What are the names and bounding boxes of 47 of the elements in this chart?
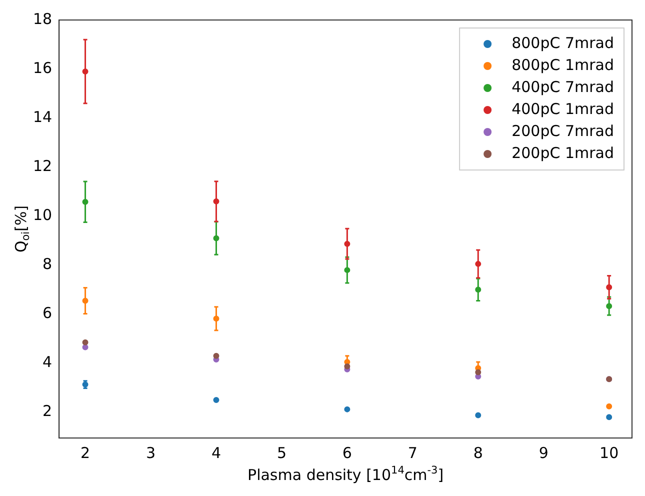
point (213, 397, 220, 403)
point (82, 339, 88, 346)
y-tick-label: 2 (42, 402, 52, 420)
y-tick-label: 18 (32, 10, 52, 28)
y-tick-label: 6 (42, 304, 52, 322)
point (344, 406, 350, 412)
x-tick-label: 9 (538, 444, 548, 462)
point (606, 303, 612, 310)
point (213, 316, 220, 322)
y-axis-title: Qoi[%] (12, 205, 32, 253)
point (82, 298, 88, 304)
point (213, 352, 220, 359)
y-tick-label: 12 (32, 156, 52, 175)
x-tick-label: 3 (146, 444, 156, 462)
point (606, 414, 612, 420)
y-tick-label: 16 (32, 58, 52, 77)
y-tick-label: 8 (42, 255, 52, 274)
point (82, 344, 88, 350)
x-tick-label: 6 (342, 444, 352, 462)
point (344, 267, 350, 274)
x-tick-label: 5 (276, 444, 286, 462)
x-tick-label: 7 (408, 444, 418, 462)
point (475, 286, 482, 293)
point (606, 284, 612, 290)
legend-label: 200pC 7mrad (512, 122, 614, 140)
legend-label: 400pC 1mrad (512, 100, 614, 118)
y-tick-label: 10 (32, 206, 52, 224)
legend-label: 800pC 7mrad (512, 34, 614, 52)
y-tick-label: 14 (32, 108, 52, 126)
x-tick-label: 10 (600, 444, 619, 462)
x-tick-label: 8 (473, 444, 483, 462)
point (82, 198, 88, 205)
x-tick-label: 2 (80, 444, 90, 462)
point (344, 240, 350, 247)
point (606, 403, 612, 410)
point (475, 412, 482, 418)
point (213, 198, 220, 204)
legend-label: 400pC 7mrad (512, 78, 614, 96)
y-tick-label: 4 (42, 353, 52, 372)
point (475, 369, 482, 376)
legend-label: 200pC 1mrad (512, 144, 614, 162)
x-tick-label: 4 (211, 444, 221, 462)
point (82, 68, 88, 74)
point (213, 235, 220, 242)
legend-label: 800pC 1mrad (512, 56, 614, 74)
point (475, 260, 482, 267)
point (344, 363, 350, 370)
